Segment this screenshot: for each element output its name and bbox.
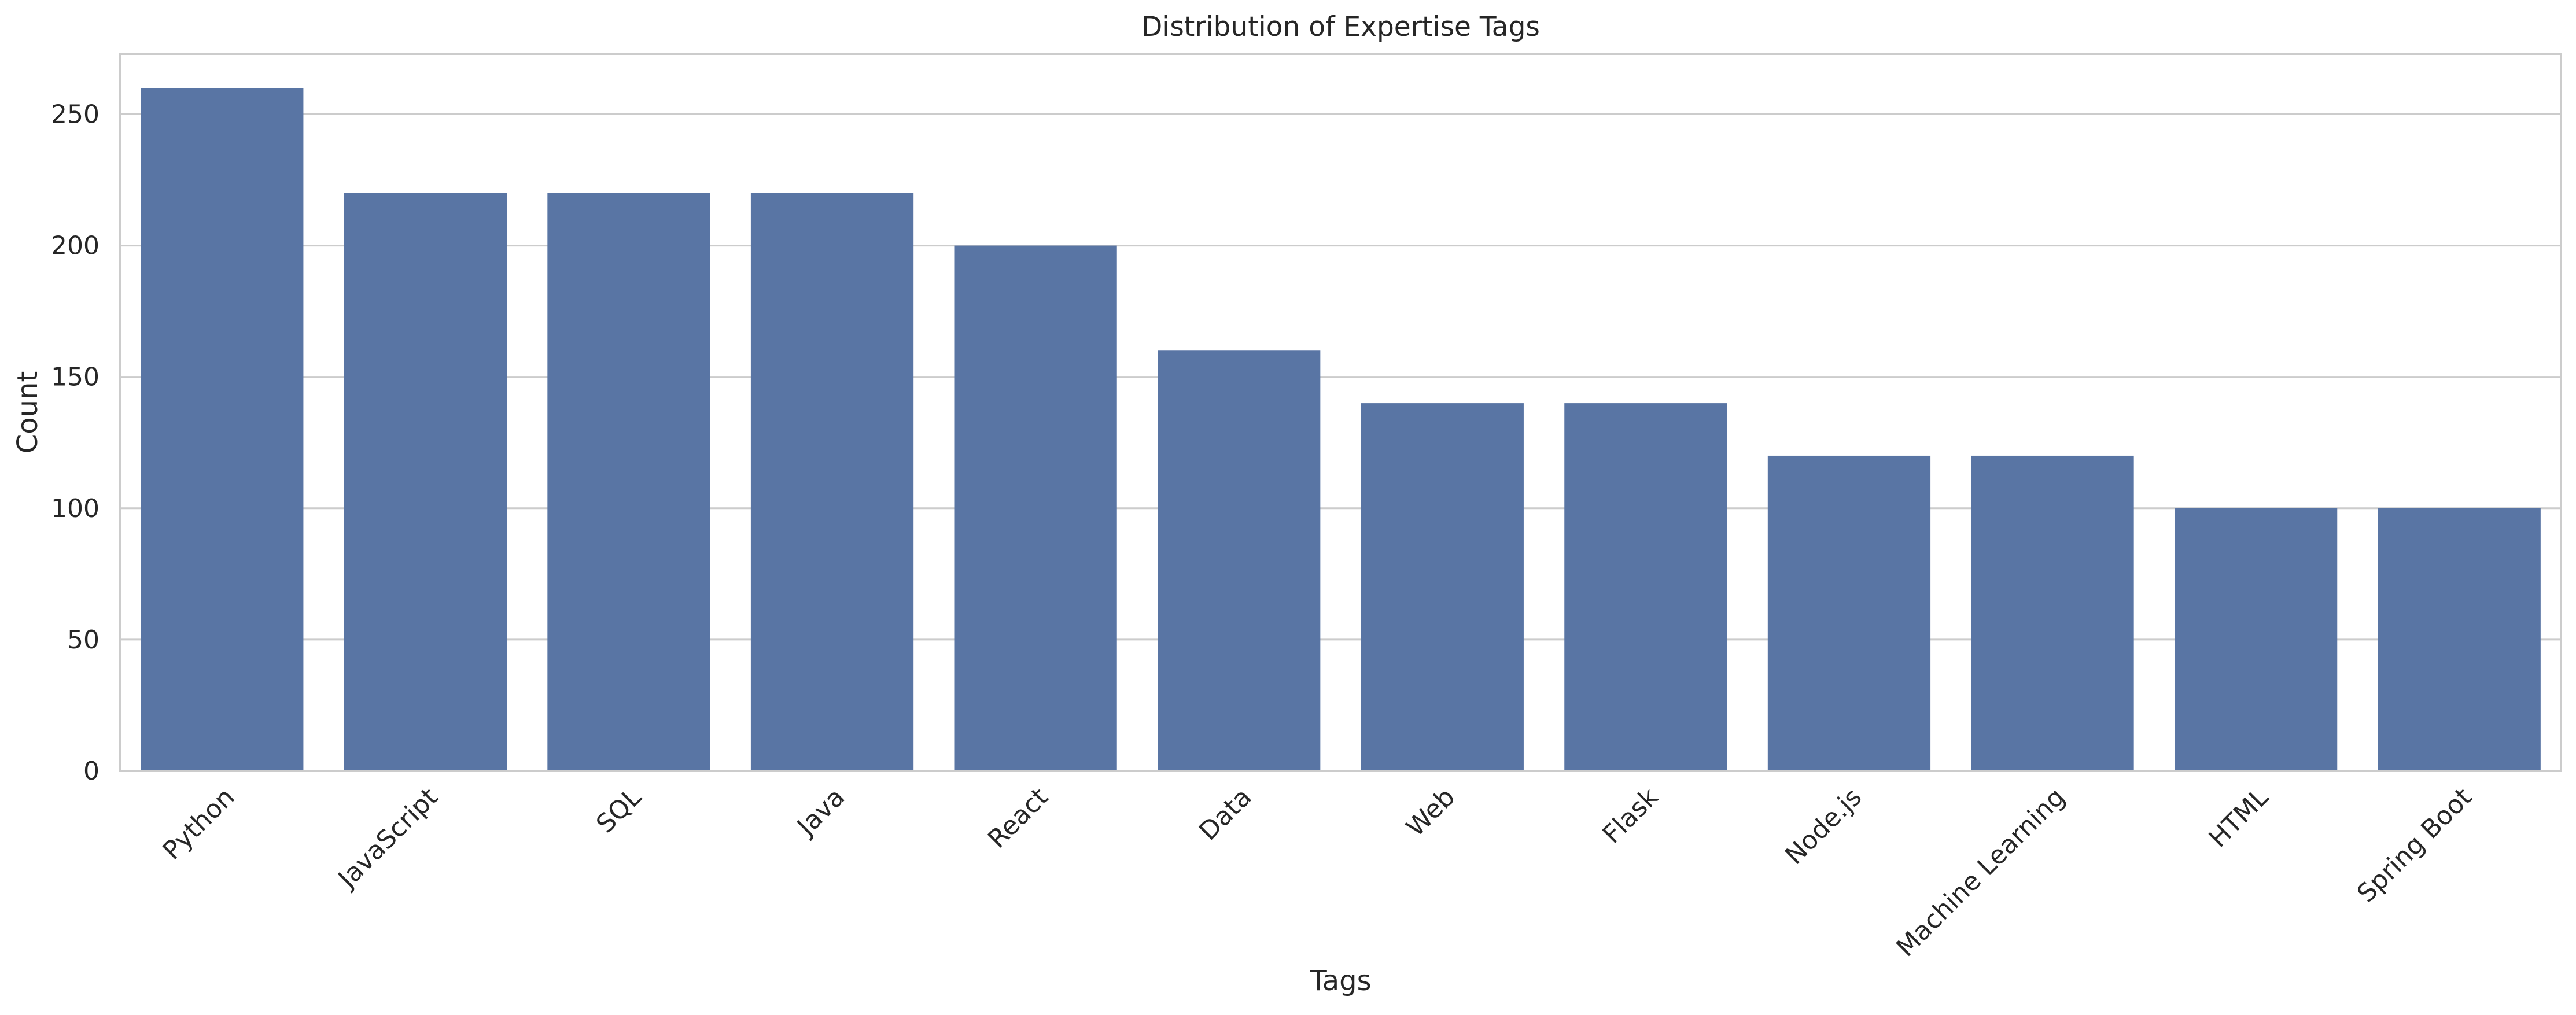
bar-node-js bbox=[1767, 455, 1931, 771]
y-tick-labels: 0 50 100 150 200 250 bbox=[51, 99, 99, 786]
bar-python bbox=[141, 88, 304, 772]
y-tick-label: 150 bbox=[51, 363, 99, 392]
y-tick-label: 200 bbox=[51, 231, 99, 261]
bar-web bbox=[1361, 403, 1524, 771]
bar-flask bbox=[1564, 403, 1727, 771]
y-tick-label: 250 bbox=[51, 99, 99, 129]
bar-sql bbox=[547, 193, 710, 771]
y-tick-label: 0 bbox=[83, 756, 99, 786]
bar-machine-learning bbox=[1971, 455, 2134, 771]
bar-data bbox=[1158, 350, 1321, 771]
chart-title: Distribution of Expertise Tags bbox=[1141, 11, 1540, 43]
bar-react bbox=[954, 245, 1117, 772]
bar-javascript bbox=[344, 193, 507, 771]
y-tick-label: 50 bbox=[67, 625, 99, 655]
x-axis-label: Tags bbox=[1309, 965, 1371, 997]
plot-area bbox=[120, 54, 2561, 771]
bars bbox=[141, 88, 2541, 772]
bar-html bbox=[2174, 508, 2338, 771]
y-tick-label: 100 bbox=[51, 494, 99, 523]
y-axis-label: Count bbox=[12, 371, 44, 454]
bar-spring-boot bbox=[2378, 508, 2541, 771]
bar-java bbox=[750, 193, 914, 771]
axes-frame bbox=[119, 53, 2562, 772]
